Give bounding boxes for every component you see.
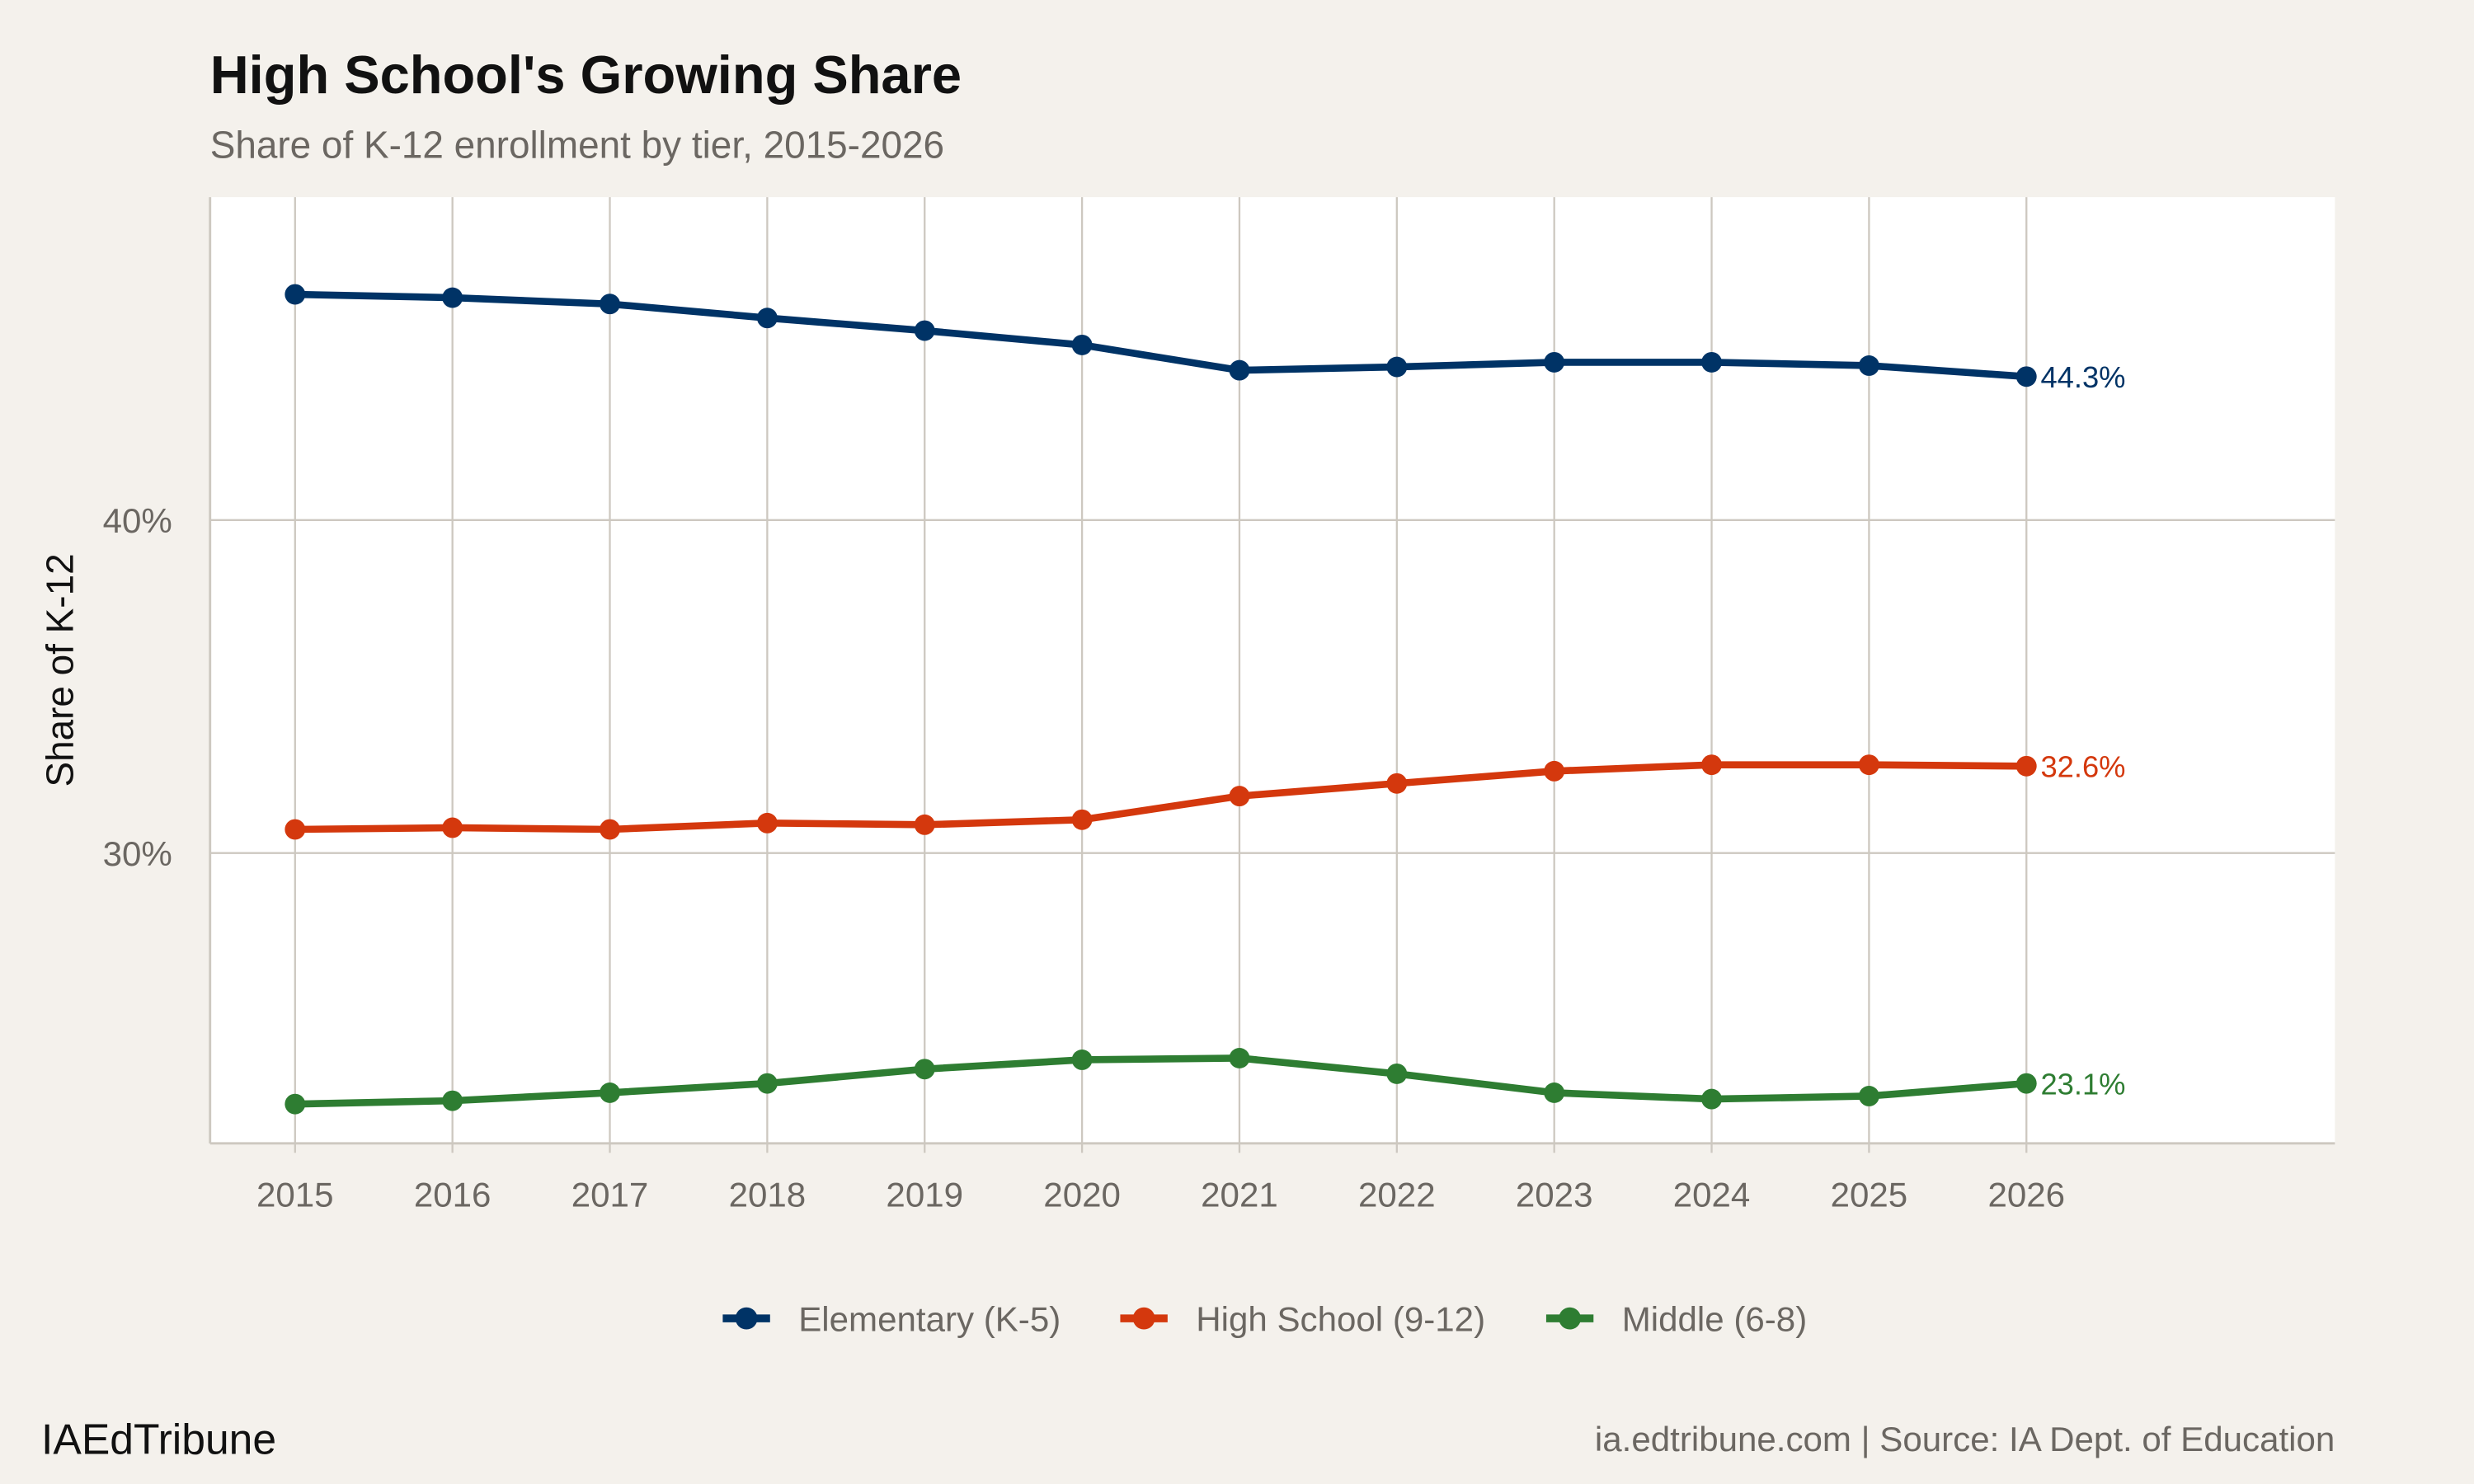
data-point (442, 817, 463, 838)
y-tick-label: 40% (103, 501, 172, 540)
x-axis-ticks: 2015 2016 2017 2018 2019 2020 2021 2022 2023 2024… (256, 1143, 2065, 1214)
chart-subtitle: Share of K-12 enrollment by tier, 2015-2… (210, 123, 944, 166)
legend-label: Elementary (K-5) (798, 1299, 1061, 1338)
legend-swatch-marker (735, 1307, 758, 1330)
x-tick-label: 2025 (1831, 1175, 1908, 1214)
source-caption: ia.edtribune.com | Source: IA Dept. of E… (1595, 1420, 2335, 1458)
plot-panel (209, 197, 2335, 1144)
x-tick-label: 2015 (256, 1175, 334, 1214)
data-point (1071, 334, 1093, 355)
data-point (442, 287, 463, 308)
data-point (1701, 754, 1722, 776)
data-point (285, 1093, 306, 1115)
data-point (1071, 809, 1093, 830)
data-point (1229, 786, 1250, 807)
end-value-label: 44.3% (2040, 360, 2125, 394)
y-axis-ticks: 30% 40% (103, 501, 172, 873)
data-point (285, 284, 306, 305)
end-value-label: 23.1% (2040, 1068, 2125, 1101)
data-point (1229, 1048, 1250, 1068)
data-point (1071, 1050, 1093, 1070)
data-point (1229, 359, 1250, 381)
x-tick-label: 2022 (1358, 1175, 1436, 1214)
x-tick-label: 2019 (886, 1175, 963, 1214)
data-point (1386, 356, 1408, 378)
series-group: 44.3% 32.6% 23.1% (285, 284, 2125, 1115)
data-point (1701, 351, 1722, 373)
data-point (1544, 351, 1565, 373)
data-point (600, 819, 620, 840)
legend-label: High School (9-12) (1196, 1299, 1485, 1338)
data-point (1386, 773, 1408, 794)
series-line-1 (294, 761, 2027, 834)
data-point (600, 294, 620, 315)
data-point (1544, 1082, 1565, 1103)
legend-swatch-marker (1559, 1307, 1582, 1330)
x-tick-label: 2023 (1516, 1175, 1593, 1214)
brand-label: IAEdTribune (41, 1416, 276, 1463)
data-point (756, 1073, 778, 1094)
x-tick-label: 2024 (1673, 1175, 1751, 1214)
data-point (285, 819, 306, 840)
data-point (1544, 760, 1565, 782)
data-point (1858, 754, 1879, 776)
series-line-2 (294, 1054, 2027, 1108)
legend: Elementary (K-5) High School (9-12) Middle… (722, 1299, 1807, 1338)
legend-label: Middle (6-8) (1622, 1299, 1808, 1338)
x-tick-label: 2021 (1201, 1175, 1278, 1214)
data-point (2015, 1073, 2037, 1094)
x-tick-label: 2016 (414, 1175, 492, 1214)
data-point (2015, 755, 2037, 777)
x-tick-label: 2018 (729, 1175, 807, 1214)
data-point (600, 1082, 620, 1103)
data-point (914, 814, 935, 835)
data-point (442, 1090, 463, 1111)
data-point (914, 320, 935, 341)
data-point (1858, 1086, 1879, 1106)
data-point (756, 812, 778, 834)
y-tick-label: 30% (103, 834, 172, 873)
end-value-label: 32.6% (2040, 750, 2125, 784)
data-point (2015, 366, 2037, 387)
chart-title: High School's Growing Share (210, 45, 962, 105)
x-tick-label: 2020 (1043, 1175, 1121, 1214)
data-point (914, 1059, 935, 1080)
x-tick-label: 2026 (1987, 1175, 2065, 1214)
x-tick-label: 2017 (571, 1175, 649, 1214)
series-line-0 (294, 290, 2027, 381)
data-point (1386, 1063, 1408, 1084)
data-point (756, 308, 778, 329)
legend-swatch-marker (1132, 1307, 1155, 1330)
y-axis-label: Share of K-12 (38, 553, 81, 787)
data-point (1701, 1088, 1722, 1110)
data-point (1858, 355, 1879, 376)
